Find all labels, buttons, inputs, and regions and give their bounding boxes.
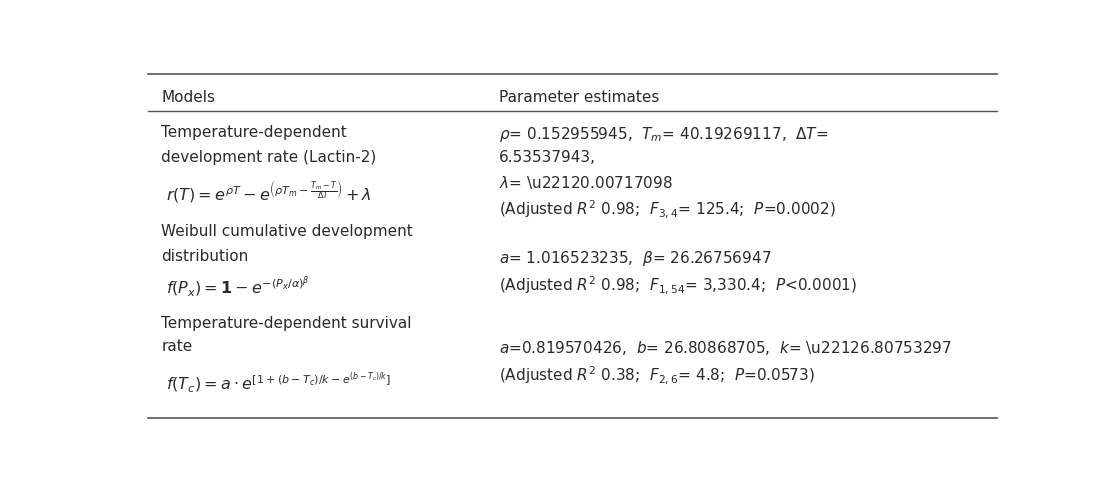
Text: distribution: distribution (161, 248, 248, 263)
Text: 6.53537943,: 6.53537943, (499, 150, 595, 165)
Text: Temperature-dependent: Temperature-dependent (161, 125, 347, 140)
Text: $f(P_x) = \mathbf{1} - e^{-(P_x/\alpha)^{\beta}}$: $f(P_x) = \mathbf{1} - e^{-(P_x/\alpha)^… (165, 275, 309, 300)
Text: Temperature-dependent survival: Temperature-dependent survival (161, 315, 412, 330)
Text: $a$=0.819570426,  $b$= 26.80868705,  $k$= \u22126.80753297: $a$=0.819570426, $b$= 26.80868705, $k$= … (499, 338, 952, 356)
Text: Weibull cumulative development: Weibull cumulative development (161, 224, 413, 239)
Text: $\lambda$= \u22120.00717098: $\lambda$= \u22120.00717098 (499, 174, 672, 191)
Text: $\rho$= 0.152955945,  $T_m$= 40.19269117,  $\Delta T$=: $\rho$= 0.152955945, $T_m$= 40.19269117,… (499, 125, 829, 144)
Text: development rate (Lactin-2): development rate (Lactin-2) (161, 150, 376, 165)
Text: $a$= 1.016523235,  $\beta$= 26.26756947: $a$= 1.016523235, $\beta$= 26.26756947 (499, 248, 772, 267)
Text: Models: Models (161, 90, 216, 105)
Text: rate: rate (161, 338, 192, 353)
Text: $r(T) = e^{\rho T} - e^{\left(\rho T_m - \frac{T_m - T}{\Delta T}\right)} + \lam: $r(T) = e^{\rho T} - e^{\left(\rho T_m -… (165, 179, 371, 206)
Text: (Adjusted $R^2$ 0.98;  $F_{3,4}$= 125.4;  $P$=0.0002): (Adjusted $R^2$ 0.98; $F_{3,4}$= 125.4; … (499, 198, 836, 220)
Text: (Adjusted $R^2$ 0.38;  $F_{2,6}$= 4.8;  $P$=0.0573): (Adjusted $R^2$ 0.38; $F_{2,6}$= 4.8; $P… (499, 363, 814, 385)
Text: (Adjusted $R^2$ 0.98;  $F_{1,54}$= 3,330.4;  $P$<0.0001): (Adjusted $R^2$ 0.98; $F_{1,54}$= 3,330.… (499, 273, 857, 295)
Text: Parameter estimates: Parameter estimates (499, 90, 659, 105)
Text: $f(T_c) = a \cdot e^{[1+(b-T_c)/k-e^{(b-T_c)/k}]}$: $f(T_c) = a \cdot e^{[1+(b-T_c)/k-e^{(b-… (165, 370, 391, 395)
